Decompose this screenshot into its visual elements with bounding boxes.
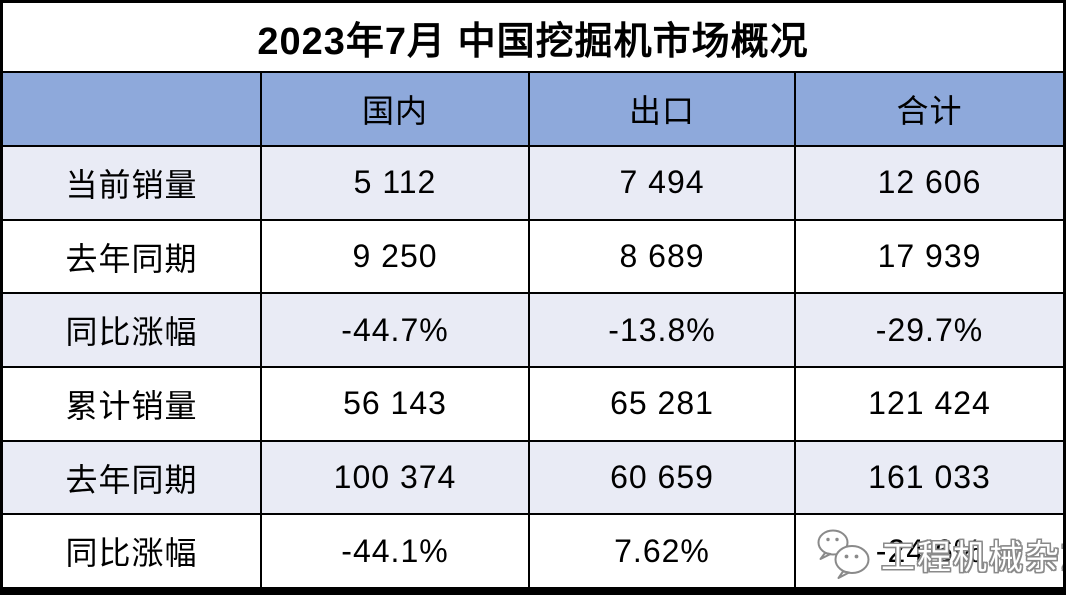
table-row-yoy-change-cumulative: 同比涨幅 -44.1% 7.62% -24.6% <box>3 515 1063 589</box>
cell-value: 5 112 <box>262 147 530 219</box>
cell-value: -24.6% <box>875 532 984 569</box>
row-label: 去年同期 <box>3 441 262 514</box>
cell-value: 8 689 <box>530 220 796 293</box>
cell-value: -13.8% <box>530 294 796 367</box>
table-row-yoy-change-month: 同比涨幅 -44.7% -13.8% -29.7% <box>3 294 1063 369</box>
table-header-row: 国内 出口 合计 <box>3 73 1063 147</box>
cell-value: 100 374 <box>262 441 530 514</box>
cell-value: 17 939 <box>877 238 982 274</box>
row-label: 去年同期 <box>3 220 262 293</box>
row-label: 同比涨幅 <box>3 294 262 367</box>
header-cell-export: 出口 <box>530 73 796 145</box>
table-row-cumulative-sales: 累计销量 56 143 65 281 121 424 <box>3 368 1063 442</box>
cell-value: 161 033 <box>868 459 991 496</box>
cell-value: -44.7% <box>262 294 530 367</box>
header-cell-domestic: 国内 <box>262 73 530 145</box>
row-label: 同比涨幅 <box>3 515 262 588</box>
header-cell-total: 合计 <box>896 93 963 129</box>
cell-value: 56 143 <box>262 368 530 440</box>
table-row-current-sales: 当前销量 5 112 7 494 12 606 <box>3 147 1063 221</box>
table-title: 2023年7月 中国挖掘机市场概况 <box>3 3 1063 73</box>
cell-value: -44.1% <box>262 515 530 588</box>
cell-value: 60 659 <box>530 441 796 514</box>
cell-value: 7 494 <box>530 147 796 219</box>
cell-value: 12 606 <box>877 164 982 201</box>
cell-value: 121 424 <box>868 385 991 422</box>
row-label: 累计销量 <box>3 368 262 440</box>
table-row-last-year-cumulative: 去年同期 100 374 60 659 161 033 <box>3 441 1063 516</box>
cell-value: 65 281 <box>530 368 796 440</box>
cell-value: 7.62% <box>530 515 796 588</box>
row-label: 当前销量 <box>3 147 262 219</box>
table-row-last-year-month: 去年同期 9 250 8 689 17 939 <box>3 220 1063 295</box>
cell-value: -29.7% <box>875 311 984 348</box>
cell-value: 9 250 <box>262 220 530 293</box>
header-cell-rowlabel <box>3 73 262 145</box>
